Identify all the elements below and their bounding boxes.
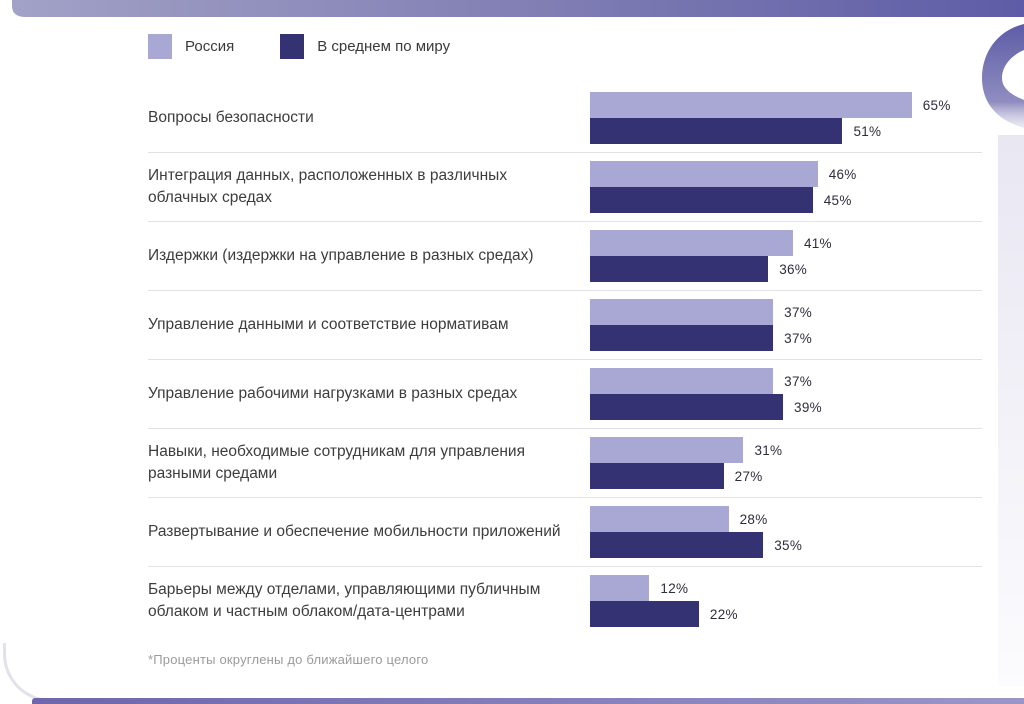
chart-row: Барьеры между отделами, управляющими пуб… xyxy=(148,567,982,635)
chart-footnote: *Проценты округлены до ближайшего целого xyxy=(148,652,429,667)
bar-value: 36% xyxy=(779,261,808,277)
category-label: Навыки, необходимые сотрудникам для упра… xyxy=(148,443,525,482)
bar-group: 37% 39% xyxy=(590,368,982,420)
russia-bar xyxy=(590,230,793,256)
grouped-bar-chart: Вопросы безопасности 65% 51% Интеграция дан… xyxy=(148,84,982,635)
bar-line: 31% xyxy=(590,437,982,463)
bar-line: 37% xyxy=(590,299,982,325)
bar-group: 28% 35% xyxy=(590,506,982,558)
chart-legend: Россия В среднем по миру xyxy=(148,34,450,59)
bar-line: 28% xyxy=(590,506,982,532)
bar-line: 45% xyxy=(590,187,982,213)
bar-value: 37% xyxy=(784,330,813,346)
bar-value: 39% xyxy=(794,399,822,415)
russia-bar xyxy=(590,161,818,187)
bar-value: 28% xyxy=(739,511,768,527)
bar-group: 41% 36% xyxy=(590,230,982,282)
chart-row: Развертывание и обеспечение мобильности … xyxy=(148,498,982,567)
chart-row: Вопросы безопасности 65% 51% xyxy=(148,84,982,153)
category-label: Издержки (издержки на управление в разны… xyxy=(148,247,534,265)
world-average-bar xyxy=(590,256,769,282)
bar-value: 27% xyxy=(734,468,763,484)
bar-line: 35% xyxy=(590,532,982,558)
legend-swatch-world-average xyxy=(280,34,305,59)
legend-item-russia: Россия xyxy=(148,34,234,59)
legend-label-russia: Россия xyxy=(185,38,235,55)
russia-bar xyxy=(590,299,774,325)
category-label: Управление рабочими нагрузками в разных … xyxy=(148,385,518,403)
bar-group: 46% 45% xyxy=(590,161,982,213)
bar-value: 22% xyxy=(709,606,738,622)
right-edge-decoration xyxy=(998,135,1024,686)
bar-line: 65% xyxy=(590,92,982,118)
chart-row: Навыки, необходимые сотрудникам для упра… xyxy=(148,429,982,498)
bottom-strip-decoration xyxy=(32,698,1024,704)
bar-line: 37% xyxy=(590,325,982,351)
bar-value: 31% xyxy=(754,442,783,458)
chart-row: Издержки (издержки на управление в разны… xyxy=(148,222,982,291)
russia-bar xyxy=(590,506,729,532)
russia-bar xyxy=(590,575,650,601)
bar-value: 37% xyxy=(784,304,813,320)
bar-line: 36% xyxy=(590,256,982,282)
category-label: Управление данными и соответствие нормат… xyxy=(148,316,509,334)
chart-row: Интеграция данных, расположенных в разли… xyxy=(148,153,982,222)
bar-value: 65% xyxy=(922,97,951,113)
legend-item-world-average: В среднем по миру xyxy=(280,34,450,59)
bar-line: 51% xyxy=(590,118,982,144)
bar-value: 45% xyxy=(823,192,852,208)
russia-bar xyxy=(590,92,912,118)
legend-swatch-russia xyxy=(148,34,172,59)
chart-row: Управление данными и соответствие нормат… xyxy=(148,291,982,360)
bar-value: 46% xyxy=(828,166,857,182)
world-average-bar xyxy=(590,463,724,489)
world-average-bar xyxy=(590,325,774,351)
bar-line: 46% xyxy=(590,161,982,187)
bar-group: 65% 51% xyxy=(590,92,982,144)
bar-line: 37% xyxy=(590,368,982,394)
bar-line: 22% xyxy=(590,601,982,627)
bar-group: 37% 37% xyxy=(590,299,982,351)
world-average-bar xyxy=(590,187,813,213)
bar-group: 31% 27% xyxy=(590,437,982,489)
category-label: Развертывание и обеспечение мобильности … xyxy=(148,523,561,541)
category-label: Барьеры между отделами, управляющими пуб… xyxy=(148,581,541,620)
world-average-bar xyxy=(590,118,843,144)
bar-value: 51% xyxy=(853,123,882,139)
world-average-bar xyxy=(590,394,784,420)
bar-line: 12% xyxy=(590,575,982,601)
russia-bar xyxy=(590,437,744,463)
bar-value: 12% xyxy=(660,580,689,596)
bar-value: 35% xyxy=(774,537,803,553)
category-label: Вопросы безопасности xyxy=(148,109,314,127)
legend-label-world-average: В среднем по миру xyxy=(317,38,451,55)
russia-bar xyxy=(590,368,774,394)
bar-value: 37% xyxy=(784,373,813,389)
world-average-bar xyxy=(590,601,699,627)
bar-line: 27% xyxy=(590,463,982,489)
category-label: Интеграция данных, расположенных в разли… xyxy=(148,167,508,206)
bar-group: 12% 22% xyxy=(590,575,982,627)
bottom-left-corner-decoration xyxy=(3,643,62,702)
world-average-bar xyxy=(590,532,764,558)
bar-line: 39% xyxy=(590,394,982,420)
bar-line: 41% xyxy=(590,230,982,256)
chart-row: Управление рабочими нагрузками в разных … xyxy=(148,360,982,429)
bar-value: 41% xyxy=(803,235,832,251)
